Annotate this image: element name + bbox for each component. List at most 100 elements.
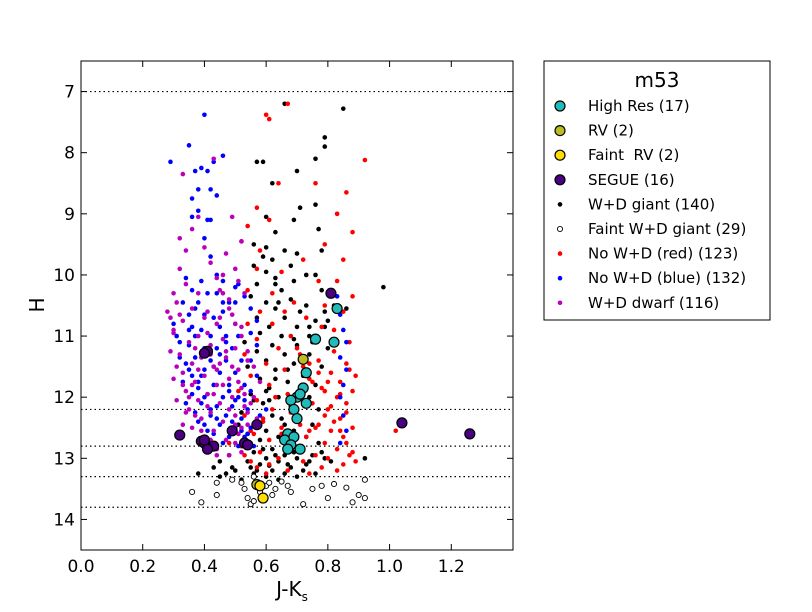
point-w-d-giant-140 — [303, 462, 309, 467]
point-high-res-17 — [285, 394, 297, 406]
point-w-d-dwarf-116 — [205, 330, 210, 336]
point-w-d-dwarf-116 — [195, 214, 201, 220]
point-w-d-giant-140 — [325, 345, 331, 351]
point-faint-w-d-giant-29 — [300, 501, 307, 508]
point-no-w-d-blue-132 — [226, 382, 232, 388]
point-no-w-d-red-123 — [266, 382, 272, 388]
point-w-d-giant-140 — [319, 287, 324, 293]
point-w-d-giant-140 — [319, 248, 324, 253]
point-w-d-giant-140 — [270, 342, 275, 348]
point-no-w-d-blue-132 — [263, 407, 269, 412]
point-w-d-dwarf-116 — [248, 401, 254, 406]
legend-marker-no-w-d-blue-132 — [557, 275, 563, 281]
point-no-w-d-blue-132 — [220, 153, 226, 159]
point-no-w-d-red-123 — [303, 315, 309, 321]
point-w-d-dwarf-116 — [205, 404, 210, 409]
point-no-w-d-red-123 — [344, 440, 349, 446]
point-no-w-d-red-123 — [263, 471, 269, 476]
point-segue-16 — [325, 287, 337, 299]
point-no-w-d-blue-132 — [183, 361, 189, 366]
point-w-d-dwarf-116 — [189, 425, 195, 431]
point-no-w-d-blue-132 — [168, 159, 173, 165]
point-no-w-d-red-123 — [334, 468, 340, 473]
legend-label-faint-w-d-giant-29: Faint W+D giant (29) — [588, 220, 746, 238]
point-no-w-d-blue-132 — [242, 382, 247, 388]
point-w-d-dwarf-116 — [242, 404, 247, 409]
point-no-w-d-blue-132 — [183, 401, 189, 406]
point-w-d-giant-140 — [297, 309, 303, 314]
point-no-w-d-red-123 — [291, 300, 297, 305]
point-no-w-d-blue-132 — [220, 440, 226, 446]
point-no-w-d-blue-132 — [189, 391, 195, 397]
point-no-w-d-blue-132 — [189, 214, 195, 220]
point-w-d-giant-140 — [322, 144, 328, 149]
point-no-w-d-red-123 — [285, 101, 291, 107]
point-w-d-giant-140 — [260, 159, 266, 165]
point-no-w-d-blue-132 — [205, 290, 210, 296]
point-no-w-d-blue-132 — [205, 428, 210, 434]
point-no-w-d-blue-132 — [217, 352, 223, 357]
point-w-d-giant-140 — [273, 376, 278, 382]
point-w-d-giant-140 — [316, 407, 321, 412]
point-no-w-d-red-123 — [340, 462, 346, 467]
y-tick-label: 7 — [64, 83, 75, 103]
point-w-d-dwarf-116 — [236, 367, 241, 372]
point-faint-w-d-giant-29 — [287, 488, 294, 495]
y-axis-ticks: 7 8 9 10 11 12 13 14 — [53, 83, 513, 530]
point-no-w-d-red-123 — [254, 266, 260, 272]
point-w-d-giant-140 — [328, 459, 334, 464]
point-no-w-d-blue-132 — [248, 330, 254, 336]
point-w-d-dwarf-116 — [189, 226, 195, 232]
point-w-d-giant-140 — [270, 413, 275, 418]
point-no-w-d-red-123 — [270, 290, 275, 296]
point-no-w-d-red-123 — [270, 321, 275, 327]
point-high-res-17 — [300, 397, 312, 409]
point-w-d-giant-140 — [282, 352, 287, 357]
point-no-w-d-blue-132 — [340, 327, 346, 333]
point-w-d-giant-140 — [266, 324, 272, 330]
point-no-w-d-blue-132 — [220, 278, 226, 284]
point-no-w-d-red-123 — [276, 456, 281, 461]
point-w-d-dwarf-116 — [192, 413, 198, 418]
point-no-w-d-red-123 — [350, 449, 355, 455]
point-w-d-giant-140 — [263, 300, 269, 305]
legend-marker-segue-16 — [554, 174, 566, 186]
point-w-d-dwarf-116 — [226, 306, 232, 311]
point-high-res-17 — [294, 443, 306, 455]
point-no-w-d-blue-132 — [220, 394, 226, 400]
point-no-w-d-blue-132 — [199, 165, 204, 171]
point-w-d-giant-140 — [260, 401, 266, 406]
point-w-d-dwarf-116 — [174, 397, 179, 403]
legend-marker-faint-rv-2 — [554, 149, 566, 161]
point-no-w-d-red-123 — [310, 379, 315, 385]
point-w-d-dwarf-116 — [245, 358, 250, 363]
x-tick-label: 0.8 — [314, 557, 341, 577]
point-w-d-giant-140 — [313, 272, 318, 278]
point-faint-w-d-giant-29 — [241, 485, 248, 492]
point-w-d-dwarf-116 — [202, 245, 207, 250]
point-no-w-d-red-123 — [322, 303, 328, 308]
point-no-w-d-blue-132 — [195, 208, 201, 214]
point-w-d-dwarf-116 — [232, 440, 238, 446]
point-no-w-d-red-123 — [273, 394, 278, 400]
point-w-d-dwarf-116 — [183, 388, 189, 394]
point-no-w-d-blue-132 — [344, 428, 349, 434]
point-no-w-d-red-123 — [257, 248, 263, 253]
point-no-w-d-blue-132 — [236, 394, 241, 400]
point-w-d-dwarf-116 — [189, 382, 195, 388]
point-faint-w-d-giant-29 — [324, 494, 331, 502]
point-faint-w-d-giant-29 — [309, 485, 316, 492]
point-segue-16 — [198, 347, 211, 359]
y-tick-label: 12 — [53, 388, 75, 408]
point-no-w-d-red-123 — [316, 370, 321, 376]
point-no-w-d-red-123 — [248, 459, 254, 464]
legend-label-high-res-17: High Res (17) — [588, 97, 690, 115]
point-no-w-d-red-123 — [303, 434, 309, 440]
point-w-d-giant-140 — [251, 263, 257, 269]
point-w-d-giant-140 — [263, 245, 269, 250]
point-no-w-d-blue-132 — [217, 422, 223, 427]
point-w-d-dwarf-116 — [223, 349, 229, 354]
point-no-w-d-red-123 — [353, 373, 358, 379]
point-high-res-17 — [294, 388, 306, 400]
point-segue-16 — [464, 428, 476, 440]
